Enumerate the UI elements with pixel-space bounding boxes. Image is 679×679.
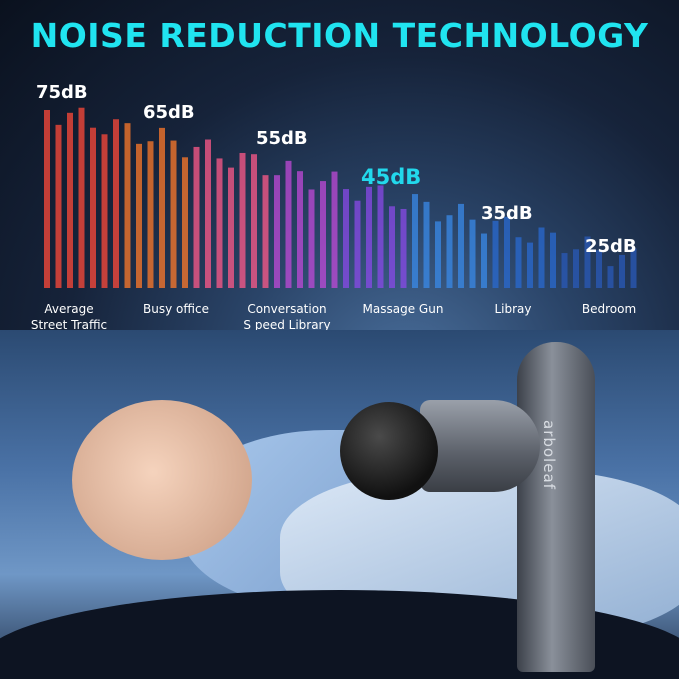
level-busy-office: 65dB xyxy=(143,102,195,123)
label-conversation: Conversation S peed Library xyxy=(232,301,342,333)
equalizer-bar xyxy=(550,232,556,288)
label-line: S peed Library xyxy=(243,318,331,332)
equalizer-bar xyxy=(492,220,499,288)
equalizer-bar xyxy=(389,206,395,288)
equalizer-bar xyxy=(228,167,234,288)
equalizer-bar xyxy=(377,185,384,288)
label-line: Libray xyxy=(494,302,532,316)
equalizer-bar xyxy=(573,249,579,288)
equalizer-bar xyxy=(147,141,154,288)
equalizer-bar xyxy=(193,146,200,288)
label-line: Bedroom xyxy=(581,302,637,316)
label-bedroom: Bedroom xyxy=(554,301,664,317)
equalizer-bar xyxy=(354,200,361,288)
massage-gun-handle xyxy=(517,342,595,672)
equalizer-bar xyxy=(561,253,568,288)
equalizer-bar xyxy=(400,208,407,288)
equalizer-bar xyxy=(136,143,142,288)
level-library: 35dB xyxy=(481,203,533,224)
equalizer-bar xyxy=(182,157,188,288)
equalizer-bar xyxy=(124,123,131,288)
label-line: Street Traffic xyxy=(30,318,108,332)
equalizer-bar xyxy=(630,248,637,288)
equalizer-bar xyxy=(331,171,338,288)
level-street-traffic: 75dB xyxy=(36,82,88,103)
equalizer-bar xyxy=(113,119,119,288)
equalizer-bar xyxy=(343,189,349,288)
equalizer-bar xyxy=(366,186,372,288)
equalizer-bar xyxy=(44,110,50,288)
level-bedroom: 25dB xyxy=(585,236,637,257)
equalizer-bar xyxy=(262,175,269,288)
equalizer-bar xyxy=(619,254,625,288)
brand-logo: arboleaf xyxy=(540,420,558,490)
label-library: Libray xyxy=(458,301,568,317)
label-busy-office: Busy office xyxy=(121,301,231,317)
label-line: Conversation xyxy=(247,302,327,316)
equalizer-bar xyxy=(55,124,62,288)
massage-ball-attachment xyxy=(340,402,438,500)
baby-head xyxy=(72,400,252,560)
sound-level-bars xyxy=(44,107,637,289)
equalizer-bar xyxy=(481,233,487,288)
headline: NOISE REDUCTION TECHNOLOGY xyxy=(30,16,649,55)
equalizer-bar xyxy=(596,250,602,288)
equalizer-bar xyxy=(285,160,292,288)
level-massage-gun: 45dB xyxy=(361,165,422,189)
equalizer-bar xyxy=(239,152,246,288)
equalizer-bar xyxy=(216,158,223,288)
equalizer-bar xyxy=(251,154,257,288)
equalizer-bar xyxy=(297,171,303,288)
equalizer-bar xyxy=(584,236,591,288)
equalizer-bar xyxy=(320,181,326,288)
label-line: Busy office xyxy=(143,302,209,316)
level-conversation: 55dB xyxy=(256,128,308,149)
label-line: Massage Gun xyxy=(362,302,444,316)
equalizer-bar xyxy=(607,266,614,288)
label-line: Average xyxy=(44,302,94,316)
equalizer-bar xyxy=(527,242,533,288)
equalizer-bar xyxy=(423,201,430,288)
equalizer-bar xyxy=(170,140,177,288)
equalizer-bar xyxy=(90,127,96,289)
equalizer-bar xyxy=(469,219,476,288)
equalizer-bar xyxy=(205,139,211,288)
equalizer-bar xyxy=(538,227,545,288)
equalizer-bar xyxy=(504,216,510,288)
equalizer-bar xyxy=(308,189,315,288)
label-street-traffic: Average Street Traffic xyxy=(14,301,124,333)
equalizer-bar xyxy=(435,221,441,288)
equalizer-bar xyxy=(274,175,280,288)
equalizer-bar xyxy=(67,112,73,288)
equalizer-bar xyxy=(412,194,418,288)
massage-gun-head xyxy=(420,400,540,492)
equalizer-bar xyxy=(458,203,464,288)
equalizer-bar xyxy=(78,107,85,289)
label-massage-gun: Massage Gun xyxy=(348,301,458,317)
equalizer-bar xyxy=(159,127,165,288)
equalizer-bar xyxy=(101,134,108,288)
equalizer-bar xyxy=(446,215,453,288)
equalizer-bar xyxy=(515,237,522,288)
